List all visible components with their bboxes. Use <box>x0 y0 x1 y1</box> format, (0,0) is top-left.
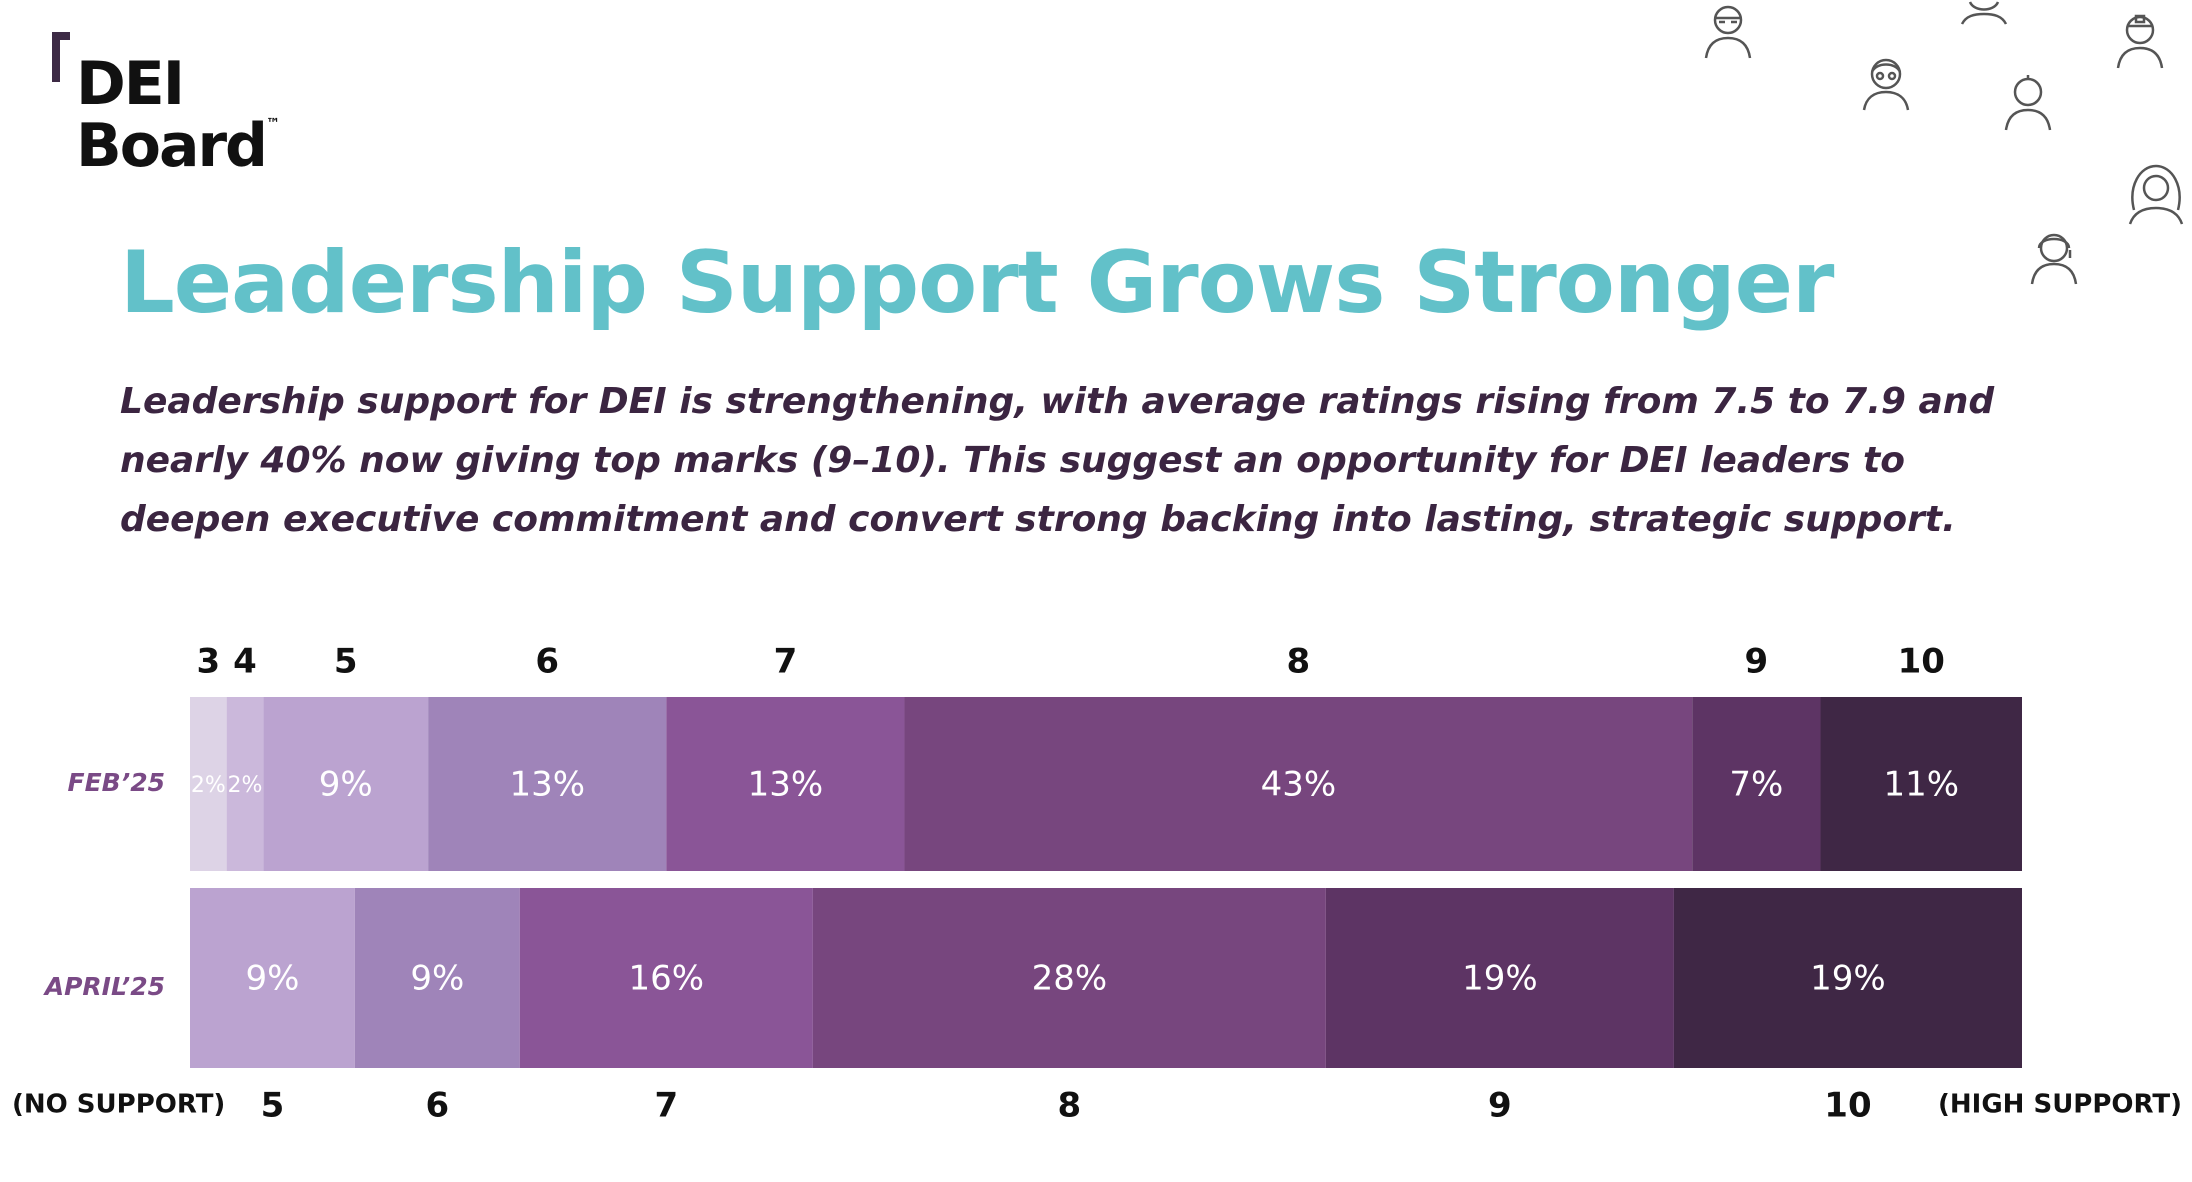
data-label: 7% <box>1729 765 1783 805</box>
person-icon <box>2000 72 2056 132</box>
data-label: 11% <box>1883 765 1959 805</box>
bar-segment-8 <box>904 697 1693 871</box>
bar-segment-7 <box>519 888 813 1068</box>
data-label: 9% <box>245 959 299 999</box>
rating-tick-label: 6 <box>425 1086 449 1126</box>
data-label: 2% <box>228 773 263 798</box>
data-label: 13% <box>748 765 824 805</box>
person-icon <box>2110 10 2170 70</box>
scale-low-label: (NO SUPPORT) <box>12 1090 225 1120</box>
data-label: 19% <box>1462 959 1538 999</box>
person-icon <box>2124 160 2188 226</box>
rating-tick-label: 8 <box>1058 1086 1082 1126</box>
stacked-bar-chart: FEB’25 2% 3 2% 4 9% 5 13% 6 13% 7 43% 8 7% 9 11% 10 APRIL… <box>12 642 2182 1126</box>
logo-bracket-mark <box>52 32 70 82</box>
bar-segment-10 <box>1673 888 2022 1068</box>
rating-tick-label: 10 <box>1824 1086 1871 1126</box>
bar-segment-6 <box>354 888 520 1068</box>
bar-segment-6 <box>428 697 667 871</box>
logo-trademark: ™ <box>266 116 280 132</box>
rating-tick-label: 9 <box>1488 1086 1512 1126</box>
bar-segment-10 <box>1820 697 2022 871</box>
row-label: APRIL’25 <box>43 972 165 1001</box>
bar-segment-9 <box>1325 888 1674 1068</box>
data-label: 43% <box>1261 765 1337 805</box>
data-label: 2% <box>191 773 226 798</box>
logo-text-dei: DEI <box>76 49 185 119</box>
person-icon <box>1858 52 1914 112</box>
data-label: 28% <box>1032 959 1108 999</box>
person-icon <box>1956 0 2012 26</box>
bar-segment-5 <box>190 888 355 1068</box>
rating-tick-label: 10 <box>1898 642 1945 682</box>
data-label: 9% <box>319 765 373 805</box>
person-icon <box>1700 0 1756 60</box>
data-label: 9% <box>410 959 464 999</box>
data-label: 13% <box>509 765 585 805</box>
bar-segment-9 <box>1692 697 1821 871</box>
dei-board-logo: DEI Board ™ <box>52 28 312 178</box>
rating-tick-label: 8 <box>1287 642 1311 682</box>
bar-segment-7 <box>666 697 905 871</box>
data-label: 19% <box>1810 959 1886 999</box>
rating-tick-label: 7 <box>774 642 798 682</box>
rating-tick-label: 5 <box>261 1086 285 1126</box>
rating-distribution-chart: FEB’25 2% 3 2% 4 9% 5 13% 6 13% 7 43% 8 7% 9 11% 10 APRIL… <box>0 620 2192 1160</box>
bar-segment-3 <box>190 697 227 871</box>
bar-segment-8 <box>812 888 1326 1068</box>
rating-tick-label: 9 <box>1745 642 1769 682</box>
bar-segment-4 <box>226 697 264 871</box>
data-label: 16% <box>629 959 705 999</box>
row-label: FEB’25 <box>68 768 166 797</box>
rating-tick-label: 7 <box>654 1086 678 1126</box>
logo-text-board: Board <box>76 111 268 181</box>
rating-tick-label: 4 <box>233 642 257 682</box>
page-subtitle: Leadership support for DEI is strengthen… <box>120 381 1995 540</box>
bar-segment-5 <box>263 697 429 871</box>
person-icon <box>2026 224 2082 286</box>
scale-high-label: (HIGH SUPPORT) <box>1938 1090 2182 1120</box>
rating-tick-label: 3 <box>196 642 220 682</box>
page-title: Leadership Support Grows Stronger <box>120 233 1834 333</box>
rating-tick-label: 5 <box>334 642 358 682</box>
rating-tick-label: 6 <box>535 642 559 682</box>
